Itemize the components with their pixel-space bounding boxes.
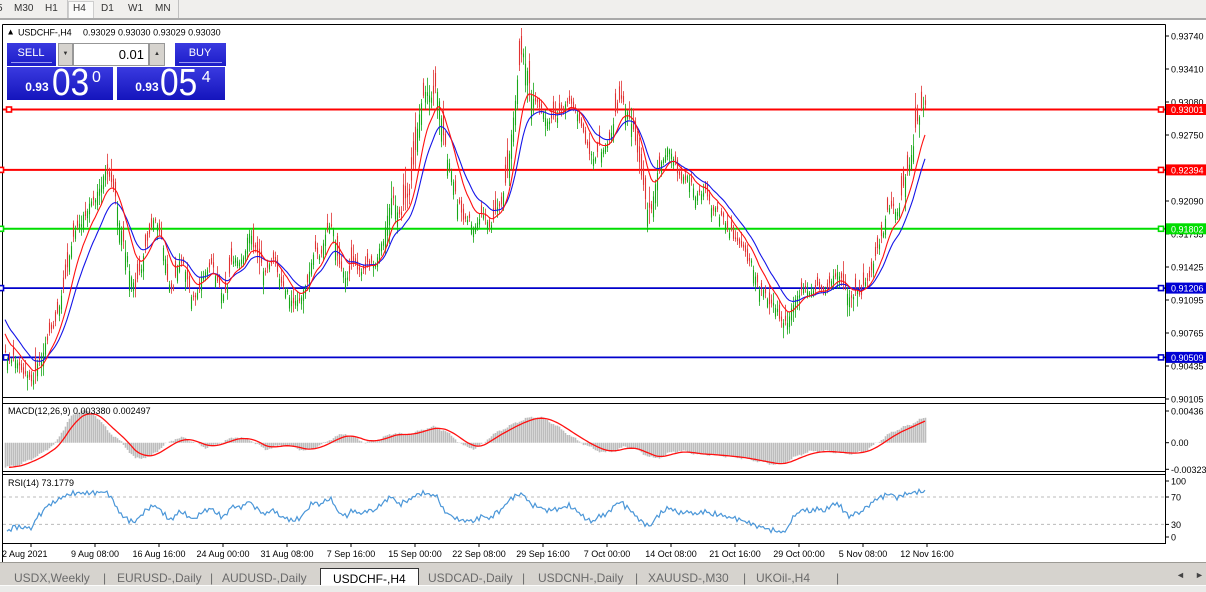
svg-text:0.90765: 0.90765 [1171, 329, 1204, 339]
svg-text:0.91755: 0.91755 [1171, 230, 1204, 240]
svg-text:RSI(14) 73.1779: RSI(14) 73.1779 [8, 478, 74, 488]
svg-text:MACD(12,26,9) 0.003380 0.00249: MACD(12,26,9) 0.003380 0.002497 [8, 406, 151, 416]
svg-text:0.91802: 0.91802 [1171, 224, 1204, 234]
svg-text:22 Sep 08:00: 22 Sep 08:00 [452, 549, 506, 559]
svg-text:0.93080: 0.93080 [1171, 98, 1204, 108]
svg-text:0.92750: 0.92750 [1171, 131, 1204, 141]
svg-text:30: 30 [1171, 520, 1181, 530]
svg-text:9 Aug 08:00: 9 Aug 08:00 [71, 549, 119, 559]
svg-text:0.92394: 0.92394 [1171, 165, 1204, 175]
svg-text:29 Sep 16:00: 29 Sep 16:00 [516, 549, 570, 559]
svg-text:12 Nov 16:00: 12 Nov 16:00 [900, 549, 954, 559]
svg-text:29 Oct 00:00: 29 Oct 00:00 [773, 549, 825, 559]
svg-text:0.90435: 0.90435 [1171, 362, 1204, 372]
svg-text:31 Aug 08:00: 31 Aug 08:00 [260, 549, 313, 559]
svg-text:0.93001: 0.93001 [1171, 105, 1204, 115]
svg-text:0.00: 0.00 [1171, 438, 1189, 448]
svg-text:0.93410: 0.93410 [1171, 65, 1204, 75]
svg-text:100: 100 [1171, 477, 1186, 487]
svg-text:7 Sep 16:00: 7 Sep 16:00 [327, 549, 376, 559]
svg-text:0.00436: 0.00436 [1171, 407, 1204, 417]
svg-text:0.93740: 0.93740 [1171, 32, 1204, 42]
svg-text:21 Oct 16:00: 21 Oct 16:00 [709, 549, 761, 559]
svg-text:0.90509: 0.90509 [1171, 353, 1204, 363]
svg-text:0.93029 0.93030 0.93029 0.9303: 0.93029 0.93030 0.93029 0.93030 [83, 28, 221, 38]
svg-text:2 Aug 2021: 2 Aug 2021 [2, 549, 48, 559]
svg-text:24 Aug 00:00: 24 Aug 00:00 [196, 549, 249, 559]
svg-text:0.91095: 0.91095 [1171, 296, 1204, 306]
svg-text:7 Oct 00:00: 7 Oct 00:00 [584, 549, 631, 559]
svg-text:0.92090: 0.92090 [1171, 197, 1204, 207]
svg-text:16 Aug 16:00: 16 Aug 16:00 [132, 549, 185, 559]
svg-text:0.90105: 0.90105 [1171, 395, 1204, 405]
svg-text:0: 0 [1171, 533, 1176, 543]
svg-text:▲: ▲ [6, 27, 14, 37]
svg-text:5 Nov 08:00: 5 Nov 08:00 [839, 549, 888, 559]
svg-text:14 Oct 08:00: 14 Oct 08:00 [645, 549, 697, 559]
svg-text:0.91425: 0.91425 [1171, 263, 1204, 273]
svg-text:-0.00323: -0.00323 [1171, 465, 1206, 475]
svg-text:USDCHF-,H4: USDCHF-,H4 [18, 28, 72, 38]
svg-text:15 Sep 00:00: 15 Sep 00:00 [388, 549, 442, 559]
svg-text:70: 70 [1171, 493, 1181, 503]
svg-text:0.91206: 0.91206 [1171, 284, 1204, 294]
